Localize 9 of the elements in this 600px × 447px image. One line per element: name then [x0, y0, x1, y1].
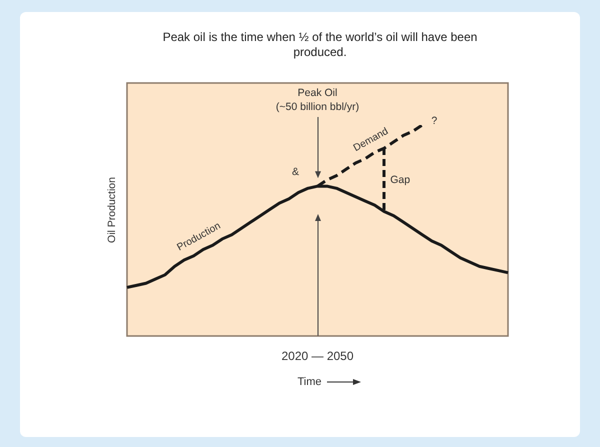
annotation: Gap	[390, 174, 410, 186]
y-axis-title: Oil Production	[106, 176, 118, 242]
text: (~50 billion bbl/yr)	[276, 101, 360, 113]
text: 2020 — 2050	[281, 349, 354, 363]
annotation: ?	[431, 115, 438, 127]
text: Peak Oil	[298, 87, 338, 99]
annotation: &	[292, 166, 300, 178]
x-axis-title: Time	[297, 376, 322, 388]
chart-title: Peak oil is the time when ½ of the world’s oil will have been produced.	[162, 30, 478, 60]
